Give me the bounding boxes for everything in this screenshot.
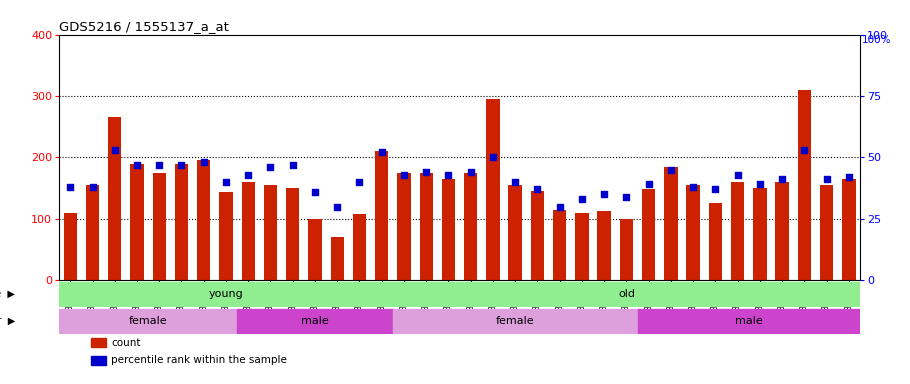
Point [241, 172, 256, 178]
Bar [575, 213, 589, 280]
Bar [86, 185, 99, 280]
Bar [638, 309, 860, 333]
Bar [820, 185, 834, 280]
Bar [308, 219, 321, 280]
Bar [286, 188, 299, 280]
Bar [398, 173, 410, 280]
Bar [238, 309, 393, 333]
Point [152, 162, 167, 168]
Bar [486, 99, 500, 280]
Point [419, 169, 433, 175]
Bar [709, 204, 722, 280]
Bar [91, 356, 106, 364]
Point [374, 149, 389, 156]
Text: 100%: 100% [862, 35, 891, 45]
Point [218, 179, 233, 185]
Point [63, 184, 77, 190]
Bar [775, 182, 789, 280]
Text: male: male [301, 316, 329, 326]
Bar [598, 212, 611, 280]
Point [463, 169, 478, 175]
Bar [153, 173, 166, 280]
Point [797, 147, 812, 153]
Point [708, 186, 723, 192]
Text: old: old [618, 289, 635, 299]
Point [731, 172, 745, 178]
Bar [353, 215, 366, 280]
Point [352, 179, 367, 185]
Bar [197, 161, 210, 280]
Point [174, 162, 188, 168]
Bar [91, 338, 106, 347]
Point [130, 162, 145, 168]
Text: female: female [129, 316, 167, 326]
Bar [64, 213, 77, 280]
Point [286, 162, 300, 168]
Bar [175, 164, 188, 280]
Bar [642, 189, 655, 280]
Point [486, 154, 501, 161]
Bar [441, 179, 455, 280]
Bar [108, 118, 121, 280]
Point [508, 179, 522, 185]
Text: percentile rank within the sample: percentile rank within the sample [111, 355, 287, 365]
Point [86, 184, 100, 190]
Text: male: male [735, 316, 763, 326]
Point [441, 172, 456, 178]
Bar [464, 173, 478, 280]
Point [308, 189, 322, 195]
Point [197, 159, 211, 166]
Bar [731, 182, 744, 280]
Bar [219, 192, 233, 280]
Bar [130, 164, 144, 280]
Bar [842, 179, 855, 280]
Bar [686, 185, 700, 280]
Point [552, 204, 567, 210]
Bar [393, 309, 638, 333]
Point [663, 167, 678, 173]
Point [819, 176, 834, 182]
Bar [330, 237, 344, 280]
Point [531, 186, 545, 192]
Bar [798, 90, 811, 280]
Bar [420, 173, 433, 280]
Text: young: young [208, 289, 243, 299]
Point [619, 194, 633, 200]
Point [330, 204, 345, 210]
Bar [59, 309, 238, 333]
Bar [241, 182, 255, 280]
Bar [264, 185, 278, 280]
Bar [553, 210, 566, 280]
Bar [509, 185, 521, 280]
Text: gender  ▶: gender ▶ [0, 316, 15, 326]
Text: female: female [496, 316, 534, 326]
Bar [620, 219, 633, 280]
Bar [531, 191, 544, 280]
Point [753, 181, 767, 187]
Point [263, 164, 278, 170]
Text: GDS5216 / 1555137_a_at: GDS5216 / 1555137_a_at [59, 20, 229, 33]
Point [574, 196, 589, 202]
Point [686, 184, 701, 190]
Point [397, 172, 411, 178]
Bar [59, 281, 393, 306]
Bar [753, 188, 766, 280]
Point [597, 191, 612, 197]
Point [774, 176, 789, 182]
Point [842, 174, 856, 180]
Point [642, 181, 656, 187]
Bar [375, 151, 389, 280]
Bar [393, 281, 860, 306]
Bar [59, 280, 860, 311]
Bar [664, 167, 678, 280]
Text: count: count [111, 338, 141, 348]
Text: age  ▶: age ▶ [0, 289, 15, 299]
Point [107, 147, 122, 153]
